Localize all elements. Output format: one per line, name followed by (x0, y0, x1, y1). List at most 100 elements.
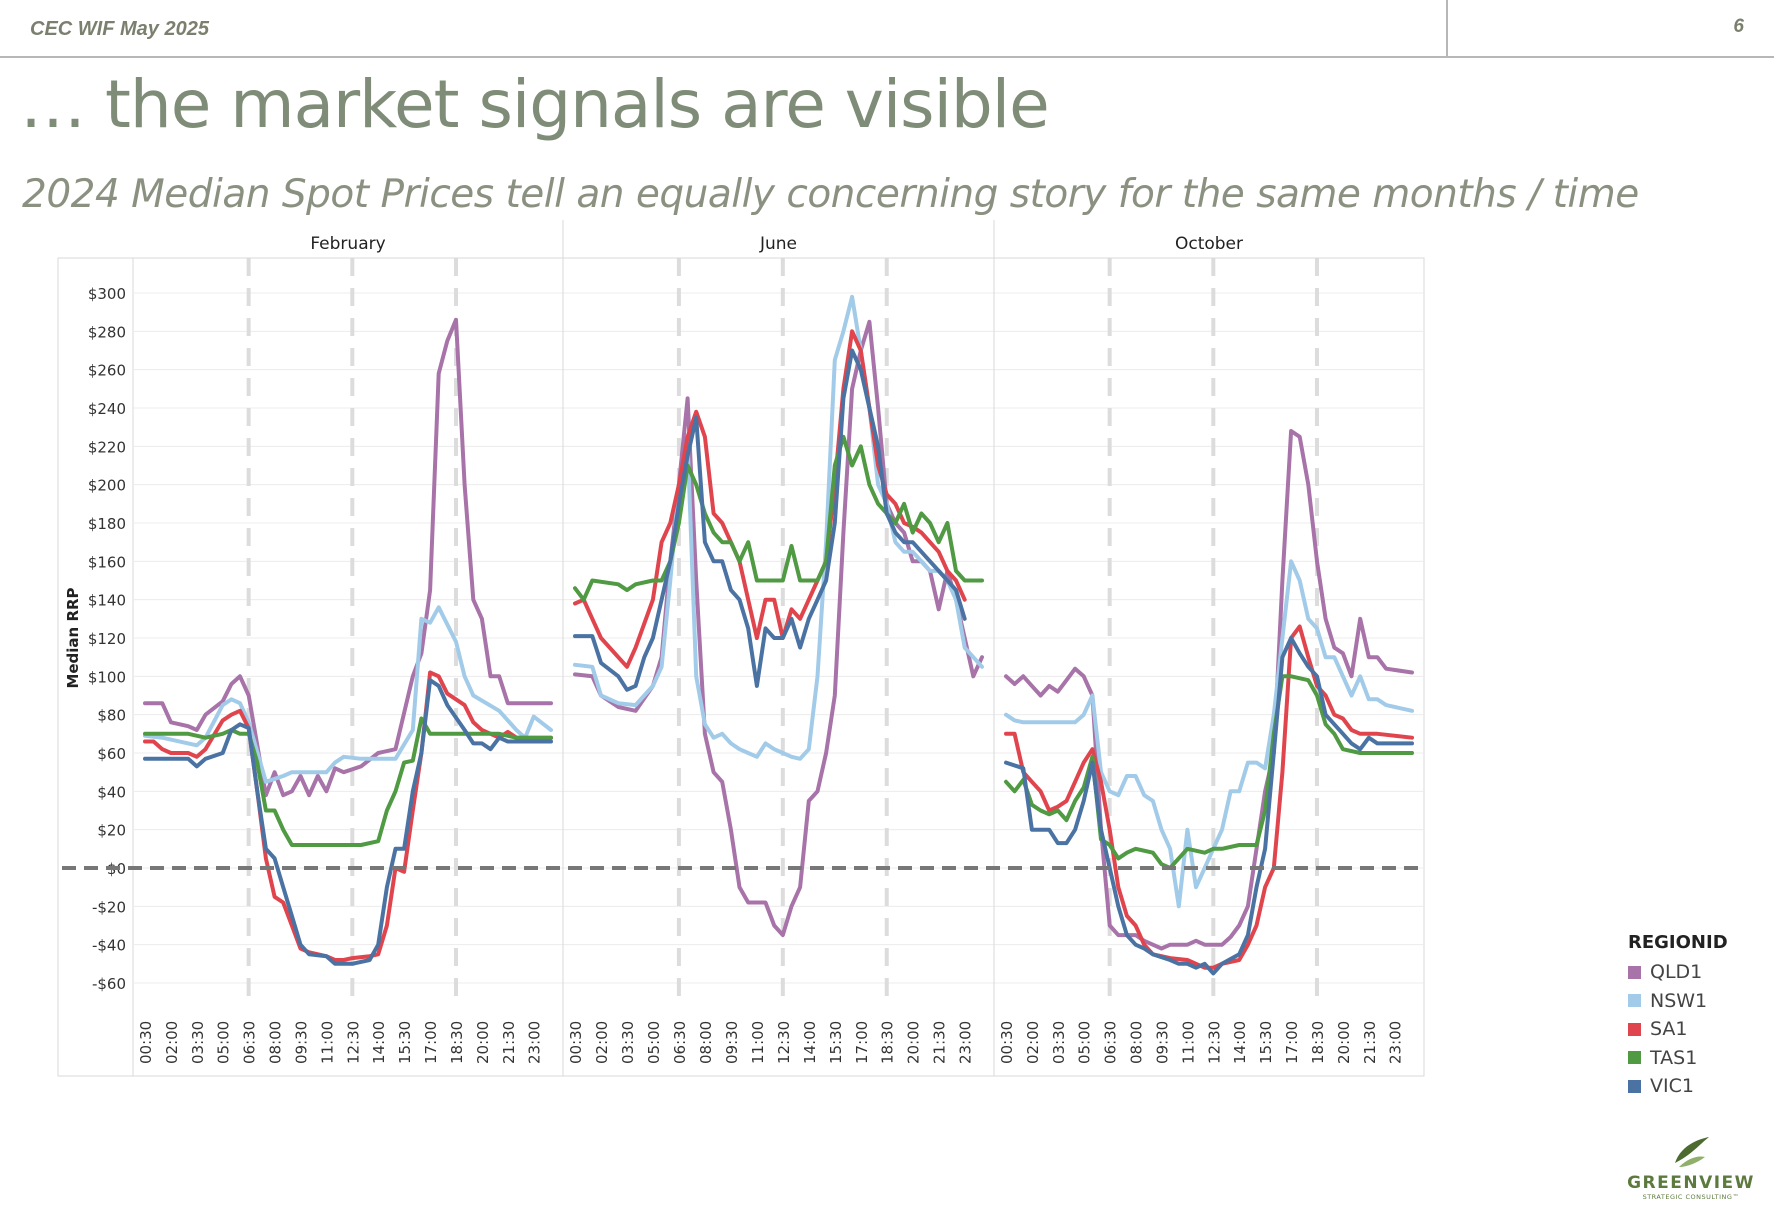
series-line-tas1-february (143, 716, 553, 847)
x-tick-label: 03:30 (619, 1021, 637, 1064)
x-tick-label: 03:30 (1050, 1021, 1068, 1064)
y-tick-label: $140 (88, 592, 126, 610)
legend-label: TAS1 (1650, 1046, 1698, 1069)
x-tick-label: 11:00 (1179, 1021, 1197, 1064)
y-tick-label: $120 (88, 630, 126, 648)
x-tick-label: 20:00 (474, 1021, 492, 1064)
y-tick-label: $220 (88, 438, 126, 456)
legend-swatch (1628, 1022, 1641, 1036)
legend: REGIONID QLD1 NSW1 SA1 TAS1 VIC1 (1628, 932, 1728, 1101)
x-tick-label: 17:00 (1283, 1021, 1301, 1064)
logo-tagline: STRATEGIC CONSULTING™ (1642, 1193, 1740, 1201)
y-tick-label: $260 (88, 362, 126, 380)
y-tick-label: $240 (88, 400, 126, 418)
header-divider (1446, 0, 1448, 56)
x-tick-label: 08:00 (1128, 1021, 1146, 1064)
x-tick-label: 23:00 (957, 1021, 975, 1064)
median-spot-price-chart: $300 $280 $260 $240 $220 $200 $180 $160 $140 $120… (57, 220, 1425, 1077)
legend-title: REGIONID (1628, 932, 1728, 953)
greenview-logo: GREENVIEW STRATEGIC CONSULTING™ (1626, 1135, 1756, 1215)
y-tick-label: $180 (88, 515, 126, 533)
series-line-nsw1-june (573, 294, 984, 761)
x-tick-label: 18:30 (879, 1021, 897, 1064)
legend-item-vic1[interactable]: VIC1 (1628, 1072, 1728, 1101)
x-tick-label: 00:30 (567, 1021, 585, 1064)
x-tick-label: 02:00 (1024, 1021, 1042, 1064)
x-tick-label: 09:30 (723, 1021, 741, 1064)
series-line-vic1-june (573, 348, 967, 692)
x-tick-label: 14:00 (1231, 1021, 1249, 1064)
x-tick-label: 20:00 (905, 1021, 923, 1064)
y-tick-label: $80 (97, 707, 126, 725)
x-tick-label: 05:00 (1076, 1021, 1094, 1064)
x-tick-label: 18:30 (1309, 1021, 1327, 1064)
x-tick-label: 08:00 (697, 1021, 715, 1064)
x-tick-label: 06:30 (241, 1021, 259, 1064)
x-tick-label: 09:30 (1153, 1021, 1171, 1064)
legend-swatch (1628, 1079, 1641, 1093)
legend-item-tas1[interactable]: TAS1 (1628, 1044, 1728, 1073)
x-tick-label: 12:30 (344, 1021, 362, 1064)
y-tick-label: $40 (97, 783, 126, 801)
x-tick-label: 08:00 (267, 1021, 285, 1064)
legend-swatch (1628, 994, 1641, 1008)
series-line-sa1-june (573, 329, 967, 669)
series-line-qld1-february (143, 317, 553, 798)
header-bar: CEC WIF May 2025 6 (0, 0, 1774, 58)
x-tick-label: 21:30 (1361, 1021, 1379, 1064)
series-line-nsw1-october (1004, 559, 1414, 909)
panel-label: October (1175, 234, 1243, 254)
y-tick-label: $160 (88, 553, 126, 571)
deck-label: CEC WIF May 2025 (30, 18, 209, 40)
x-tick-label: 06:30 (671, 1021, 689, 1064)
x-tick-label: 23:00 (1387, 1021, 1405, 1064)
x-tick-label: 12:30 (775, 1021, 793, 1064)
legend-item-nsw1[interactable]: NSW1 (1628, 987, 1728, 1016)
x-tick-label: 00:30 (137, 1021, 155, 1064)
greenview-leaf-icon (1675, 1137, 1709, 1167)
x-tick-label: 21:30 (931, 1021, 949, 1064)
x-tick-label: 14:00 (370, 1021, 388, 1064)
y-tick-label: -$60 (92, 975, 126, 993)
x-tick-label: 02:00 (163, 1021, 181, 1064)
y-tick-label: $280 (88, 323, 126, 341)
x-tick-label: 11:00 (318, 1021, 336, 1064)
legend-swatch (1628, 1051, 1641, 1065)
slide-title: … the market signals are visible (20, 66, 1050, 143)
x-tick-label: 00:30 (998, 1021, 1016, 1064)
x-tick-label: 23:00 (526, 1021, 544, 1064)
legend-item-qld1[interactable]: QLD1 (1628, 958, 1728, 987)
y-tick-label: $200 (88, 477, 126, 495)
x-tick-label: 14:00 (801, 1021, 819, 1064)
slide-subtitle: 2024 Median Spot Prices tell an equally … (22, 172, 1639, 217)
plot-frame (57, 257, 1425, 1077)
legend-swatch (1628, 965, 1641, 979)
series-line-nsw1-february (143, 605, 553, 784)
y-tick-label: $300 (88, 285, 126, 303)
x-tick-label: 11:00 (749, 1021, 767, 1064)
x-tick-label: 20:00 (1335, 1021, 1353, 1064)
x-tick-label: 09:30 (292, 1021, 310, 1064)
y-tick-label: $20 (97, 822, 126, 840)
series-line-qld1-october (1004, 429, 1414, 951)
x-tick-label: 17:00 (422, 1021, 440, 1064)
y-axis-label: Median RRP (64, 587, 82, 688)
x-tick-label: 21:30 (500, 1021, 518, 1064)
legend-label: NSW1 (1650, 989, 1708, 1012)
y-tick-label: -$20 (92, 898, 126, 916)
y-tick-label: -$40 (92, 937, 126, 955)
series-line-qld1-june (573, 319, 984, 938)
panel-label: February (310, 234, 385, 254)
x-tick-label: 06:30 (1102, 1021, 1120, 1064)
panel-label: June (759, 234, 797, 254)
x-tick-label: 18:30 (448, 1021, 466, 1064)
legend-label: SA1 (1650, 1018, 1688, 1041)
x-tick-label: 02:00 (593, 1021, 611, 1064)
x-tick-label: 15:30 (1257, 1021, 1275, 1064)
y-tick-label: $100 (88, 668, 126, 686)
x-tick-label: 15:30 (827, 1021, 845, 1064)
legend-item-sa1[interactable]: SA1 (1628, 1015, 1728, 1044)
x-tick-label: 05:00 (645, 1021, 663, 1064)
series-line-vic1-october (1004, 636, 1414, 976)
logo-wordmark: GREENVIEW (1627, 1173, 1755, 1193)
